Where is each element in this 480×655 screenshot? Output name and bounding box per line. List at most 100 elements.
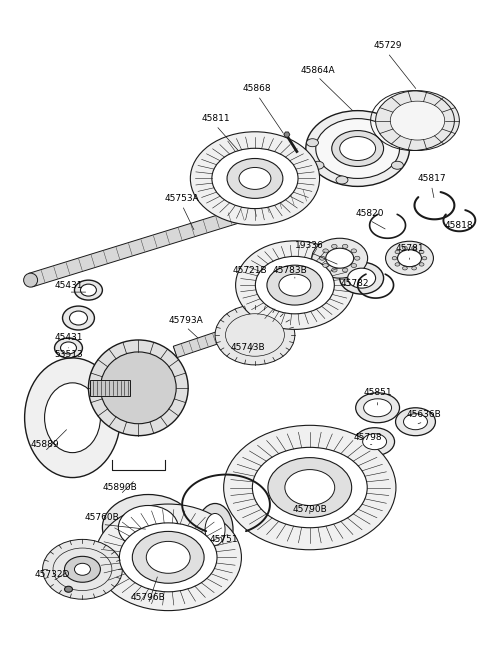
Ellipse shape: [336, 176, 348, 184]
Text: 45636B: 45636B: [406, 410, 441, 419]
Ellipse shape: [412, 246, 417, 250]
Ellipse shape: [355, 428, 395, 456]
Ellipse shape: [267, 265, 323, 305]
Ellipse shape: [332, 268, 337, 272]
Ellipse shape: [279, 274, 311, 296]
Ellipse shape: [342, 244, 348, 248]
Text: 45782: 45782: [340, 278, 369, 288]
Ellipse shape: [120, 523, 217, 592]
Ellipse shape: [326, 248, 354, 268]
Ellipse shape: [95, 504, 241, 610]
Ellipse shape: [351, 249, 357, 253]
Ellipse shape: [45, 383, 100, 453]
Ellipse shape: [364, 399, 392, 417]
Ellipse shape: [395, 263, 400, 266]
Text: 45743B: 45743B: [231, 343, 265, 352]
Ellipse shape: [205, 514, 225, 546]
Text: 19336: 19336: [295, 241, 324, 250]
Ellipse shape: [88, 340, 188, 436]
Ellipse shape: [392, 257, 397, 260]
Ellipse shape: [404, 414, 428, 430]
Polygon shape: [284, 132, 290, 137]
Ellipse shape: [62, 306, 95, 330]
Ellipse shape: [146, 542, 190, 573]
Ellipse shape: [332, 130, 384, 166]
Ellipse shape: [70, 311, 87, 325]
Ellipse shape: [191, 132, 320, 225]
Ellipse shape: [403, 246, 407, 250]
Ellipse shape: [307, 139, 318, 147]
Text: 45781: 45781: [395, 244, 424, 253]
Text: 45431: 45431: [54, 333, 83, 343]
Ellipse shape: [312, 161, 324, 169]
Text: 45890B: 45890B: [103, 483, 138, 492]
Text: 45798: 45798: [353, 433, 382, 442]
Bar: [90, 380, 130, 396]
Text: 45811: 45811: [202, 114, 230, 123]
Ellipse shape: [224, 425, 396, 550]
Ellipse shape: [43, 539, 122, 599]
Ellipse shape: [363, 434, 386, 449]
Ellipse shape: [397, 139, 409, 147]
Text: 45796B: 45796B: [131, 593, 166, 602]
Ellipse shape: [332, 244, 337, 248]
Text: 45721B: 45721B: [233, 266, 267, 274]
Text: 45732D: 45732D: [35, 570, 70, 579]
Polygon shape: [173, 309, 287, 358]
Polygon shape: [28, 189, 307, 287]
Ellipse shape: [215, 305, 295, 365]
Ellipse shape: [390, 101, 444, 140]
Ellipse shape: [320, 256, 325, 260]
Text: 45753A: 45753A: [165, 194, 200, 203]
Ellipse shape: [397, 250, 421, 267]
Text: 45729: 45729: [373, 41, 402, 50]
Ellipse shape: [197, 504, 233, 555]
Ellipse shape: [227, 159, 283, 198]
Ellipse shape: [64, 586, 72, 592]
Ellipse shape: [351, 263, 357, 267]
Ellipse shape: [285, 470, 335, 506]
Ellipse shape: [419, 263, 424, 266]
Ellipse shape: [340, 262, 384, 294]
Ellipse shape: [306, 111, 409, 187]
Ellipse shape: [212, 148, 298, 208]
Text: 45851: 45851: [363, 388, 392, 398]
Ellipse shape: [55, 338, 83, 358]
Ellipse shape: [100, 352, 176, 424]
Ellipse shape: [102, 495, 194, 560]
Ellipse shape: [395, 250, 400, 253]
Text: 45783B: 45783B: [273, 266, 307, 274]
Ellipse shape: [381, 119, 393, 127]
Text: 45864A: 45864A: [300, 66, 335, 75]
Ellipse shape: [376, 90, 459, 151]
Ellipse shape: [396, 408, 435, 436]
Text: 45868: 45868: [242, 84, 271, 93]
Ellipse shape: [391, 161, 403, 169]
Ellipse shape: [422, 257, 427, 260]
Ellipse shape: [316, 119, 399, 178]
Ellipse shape: [132, 531, 204, 583]
Ellipse shape: [412, 267, 417, 270]
Text: 45793A: 45793A: [169, 316, 204, 324]
Ellipse shape: [342, 268, 348, 272]
Text: 45431: 45431: [54, 280, 83, 290]
Ellipse shape: [323, 249, 328, 253]
Ellipse shape: [226, 314, 284, 356]
Ellipse shape: [312, 238, 368, 278]
Text: 45818: 45818: [445, 221, 474, 230]
Text: 45889: 45889: [30, 440, 59, 449]
Ellipse shape: [419, 250, 424, 253]
Text: 45790B: 45790B: [292, 505, 327, 514]
Ellipse shape: [403, 267, 407, 270]
Ellipse shape: [119, 506, 178, 550]
Text: 45760B: 45760B: [85, 513, 120, 522]
Ellipse shape: [81, 284, 96, 296]
Text: 45751: 45751: [210, 535, 239, 544]
Ellipse shape: [340, 136, 376, 160]
Text: 53513: 53513: [54, 350, 83, 360]
Ellipse shape: [239, 168, 271, 189]
Ellipse shape: [354, 256, 360, 260]
Ellipse shape: [268, 458, 352, 517]
Ellipse shape: [74, 280, 102, 300]
Ellipse shape: [236, 241, 354, 329]
